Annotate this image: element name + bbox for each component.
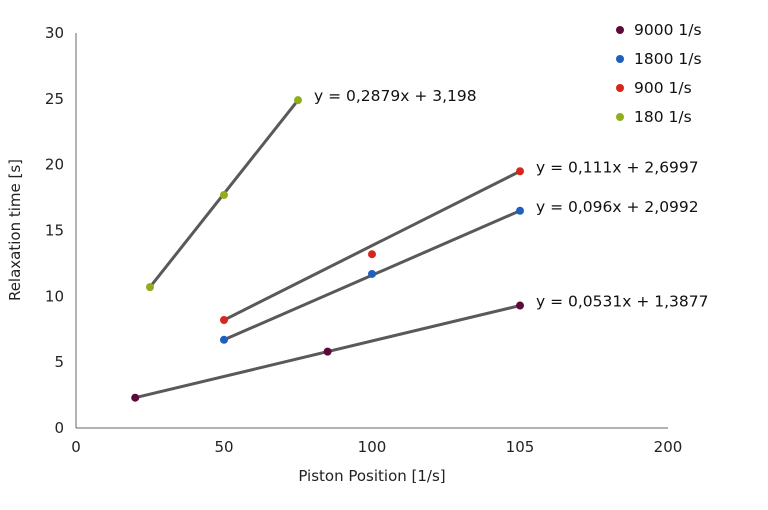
y-axis-title: Relaxation time [s] <box>6 159 24 301</box>
trendline-equation: y = 0,2879x + 3,198 <box>314 87 477 105</box>
y-tick-label: 5 <box>54 353 64 371</box>
x-tick-label: 100 <box>358 438 387 456</box>
trendline <box>223 169 521 322</box>
trendline-equation: y = 0,111x + 2,6997 <box>536 158 699 176</box>
y-tick-label: 0 <box>54 419 64 437</box>
legend-label: 180 1/s <box>634 108 692 126</box>
legend: 9000 1/s 1800 1/s 900 1/s 180 1/s <box>616 21 702 126</box>
legend-marker <box>616 113 624 121</box>
y-tick-label: 15 <box>45 222 64 240</box>
x-tick-label: 200 <box>654 438 683 456</box>
y-tick-label: 25 <box>45 90 64 108</box>
axes: 0 5 10 15 20 25 30 0 50 100 105 200 <box>45 24 682 456</box>
trendline-equations: y = 0,0531x + 1,3877 y = 0,096x + 2,0992 y… <box>314 87 709 310</box>
legend-label: 9000 1/s <box>634 21 702 39</box>
legend-marker <box>616 55 624 63</box>
legend-label: 1800 1/s <box>634 50 702 68</box>
y-tick-label: 10 <box>45 287 64 305</box>
data-point <box>516 206 524 215</box>
trendline-equation: y = 0,096x + 2,0992 <box>536 198 699 216</box>
data-point <box>146 283 154 292</box>
data-point <box>368 250 376 259</box>
x-tick-label: 50 <box>214 438 233 456</box>
data-points <box>131 96 524 402</box>
y-tick-label: 30 <box>45 24 64 42</box>
data-point <box>368 269 376 278</box>
data-point <box>220 190 228 199</box>
trendline-equation: y = 0,0531x + 1,3877 <box>536 293 709 311</box>
legend-label: 900 1/s <box>634 79 692 97</box>
data-point <box>516 301 524 310</box>
y-tick-label: 20 <box>45 156 64 174</box>
data-point <box>131 393 140 402</box>
x-tick-label: 0 <box>71 438 81 456</box>
data-point <box>294 96 302 105</box>
data-point <box>323 347 332 356</box>
data-point <box>220 316 228 325</box>
legend-marker <box>616 26 624 34</box>
data-point <box>516 167 524 176</box>
data-point <box>220 335 228 344</box>
x-tick-label: 105 <box>506 438 535 456</box>
x-axis-title: Piston Position [1/s] <box>298 467 445 485</box>
legend-marker <box>616 84 624 92</box>
